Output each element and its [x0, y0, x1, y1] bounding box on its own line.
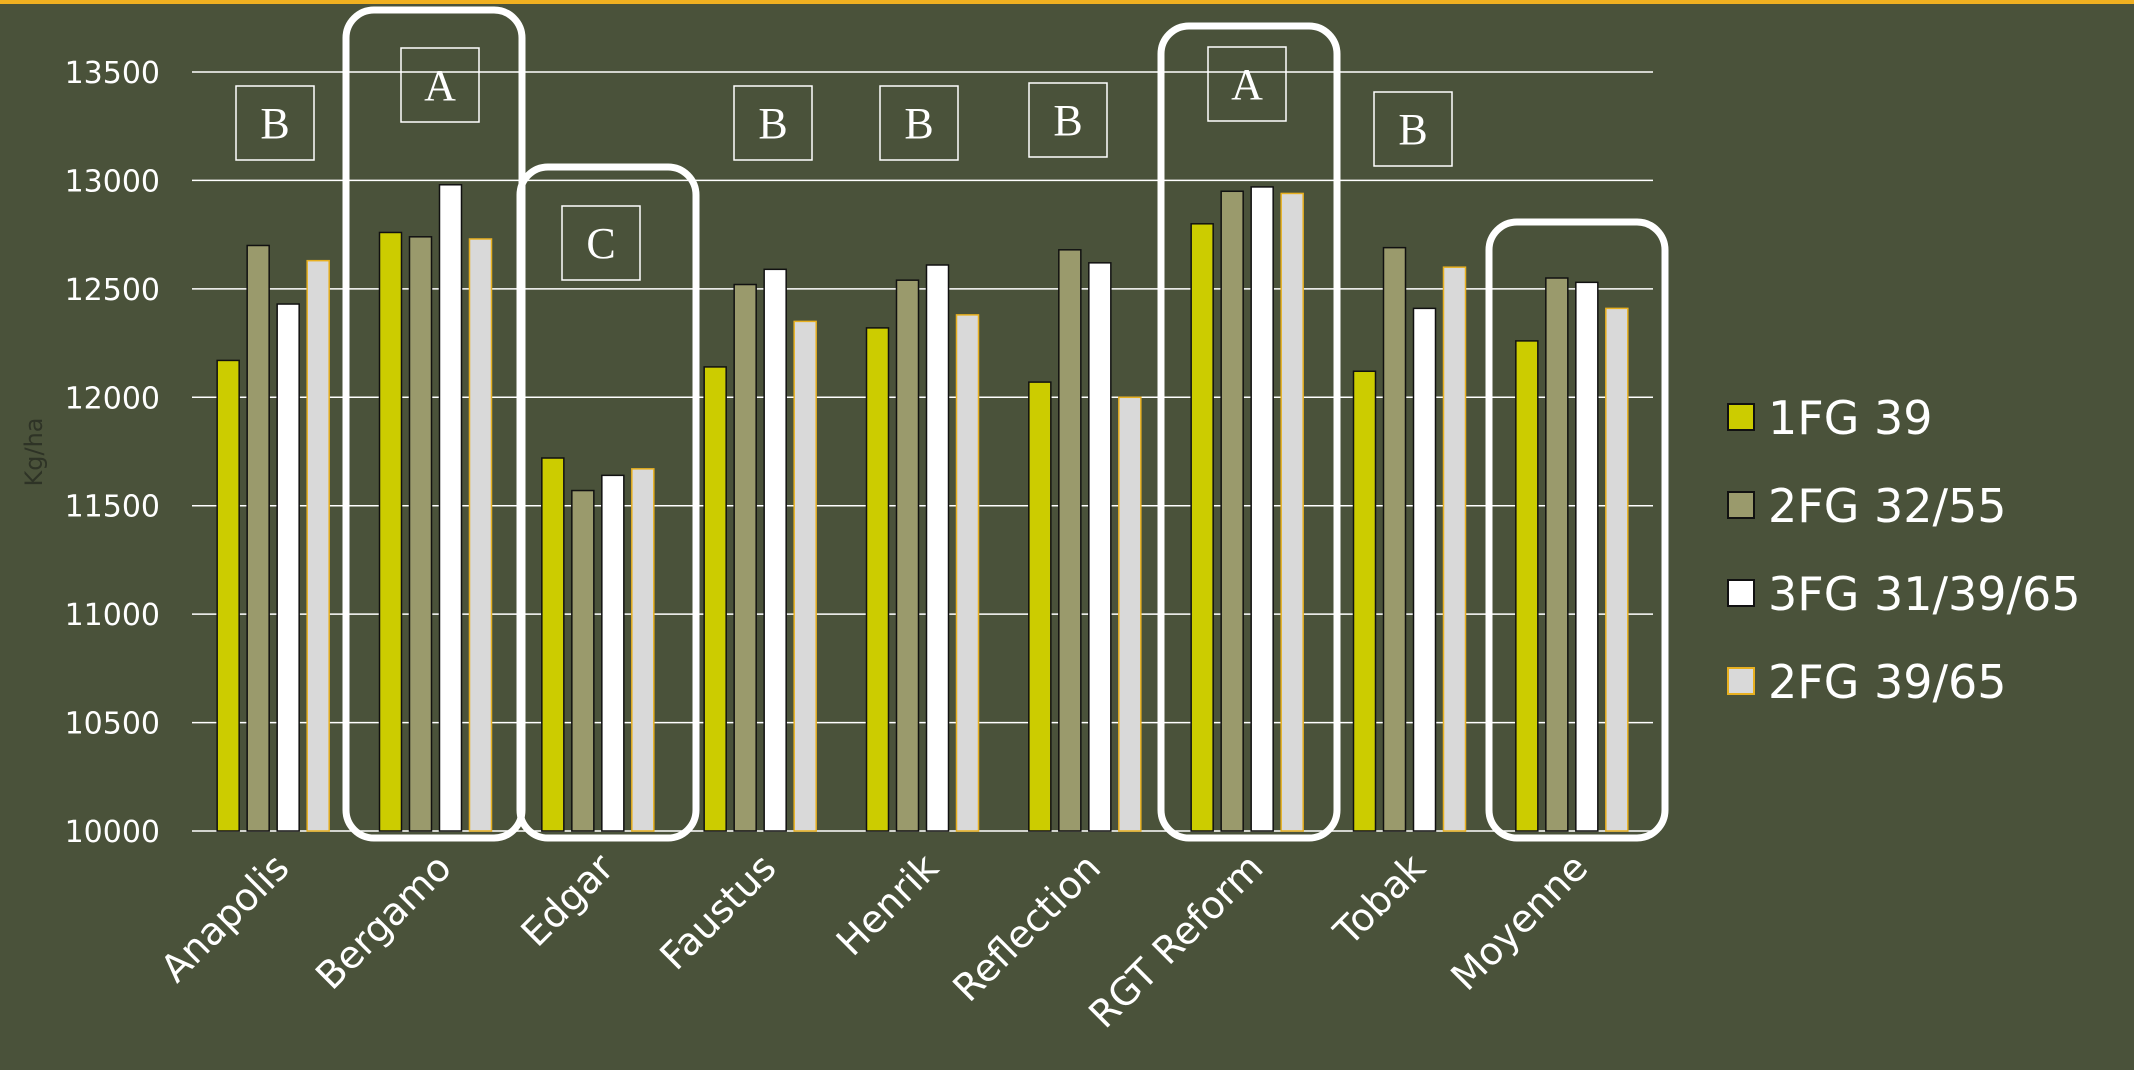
legend-swatch — [1727, 667, 1755, 695]
x-tick-label: Henrik — [828, 845, 947, 964]
significance-letter: A — [1231, 60, 1263, 109]
legend-swatch — [1727, 491, 1755, 519]
bar-1 — [1190, 223, 1214, 832]
y-tick-label: 10500 — [65, 707, 160, 742]
letter-box — [733, 85, 813, 161]
highlight-box — [1157, 22, 1341, 842]
bar-3 — [1250, 186, 1274, 832]
letter-box — [400, 47, 480, 123]
bar-1 — [1352, 370, 1377, 832]
legend-label: 1FG 39 — [1768, 391, 1933, 445]
letter-box — [235, 85, 315, 161]
bar-3 — [601, 474, 625, 832]
bar-1 — [378, 231, 403, 832]
bar-2 — [1220, 190, 1244, 832]
x-tick-label: Reflection — [944, 845, 1109, 1010]
highlight-box — [516, 163, 700, 842]
significance-letter: B — [1053, 96, 1082, 145]
bar-4 — [793, 320, 817, 832]
significance-letter: B — [758, 99, 787, 148]
bar-3 — [763, 268, 787, 832]
x-tick-label: Bergamo — [307, 845, 460, 998]
letter-box — [1207, 46, 1287, 122]
letter-box — [879, 85, 959, 161]
bar-3 — [1575, 281, 1599, 832]
bar-1 — [216, 359, 240, 832]
y-tick-label: 10000 — [65, 815, 160, 850]
bar-4 — [306, 259, 330, 832]
bar-4 — [468, 238, 493, 832]
highlight-box — [342, 6, 526, 842]
letter-box — [561, 205, 641, 281]
x-tick-label: Moyenne — [1442, 845, 1596, 999]
bar-2 — [895, 279, 920, 832]
y-tick-label: 13000 — [65, 164, 160, 199]
legend-swatch — [1727, 403, 1755, 431]
significance-letter: C — [586, 219, 615, 268]
y-axis-title: Kg/ha — [20, 418, 48, 487]
bar-3 — [925, 264, 950, 832]
significance-letter: B — [260, 99, 289, 148]
y-tick-label: 12000 — [65, 381, 160, 416]
bar-2 — [571, 489, 595, 832]
x-tick-label: Edgar — [512, 845, 622, 955]
x-tick-label: Anapolis — [152, 845, 297, 990]
legend-swatch — [1727, 579, 1755, 607]
bar-3 — [276, 303, 300, 832]
legend-label: 3FG 31/39/65 — [1768, 567, 2081, 621]
y-tick-label: 11000 — [65, 598, 160, 633]
significance-letters: B A C B B B A B — [235, 46, 1453, 281]
bar-2 — [733, 283, 757, 832]
bar-1 — [703, 366, 727, 832]
bar-2 — [1382, 246, 1407, 832]
top-accent-rule — [0, 0, 2134, 4]
x-tick-label: RGT Reform — [1080, 845, 1271, 1036]
legend-label: 2FG 39/65 — [1768, 655, 2007, 709]
x-axis-category-labels: Anapolis Bergamo Edgar Faustus HenrikReflect… — [152, 845, 1596, 1037]
y-tick-label: 12500 — [65, 273, 160, 308]
legend: 1FG 39 2FG 32/55 3FG 31/39/65 2FG 39/65 — [1727, 391, 2081, 709]
bar-3 — [438, 184, 463, 832]
bar-2 — [1545, 277, 1569, 832]
x-tick-label: Faustus — [651, 845, 784, 978]
highlight-box — [1485, 218, 1669, 842]
bar-1 — [1515, 340, 1539, 832]
bar-4 — [631, 468, 655, 832]
bar-1 — [865, 327, 890, 832]
bar-4 — [1118, 396, 1142, 832]
bar-3 — [1088, 262, 1112, 832]
significance-letter: B — [904, 99, 933, 148]
x-tick-label: Tobak — [1325, 845, 1434, 954]
y-tick-label: 13500 — [65, 56, 160, 91]
bar-2 — [246, 244, 270, 832]
legend-label: 2FG 32/55 — [1768, 479, 2007, 533]
highlight-boxes — [342, 6, 1669, 842]
bar-2 — [1058, 249, 1082, 832]
significance-letter: B — [1398, 105, 1427, 154]
bar-1 — [1028, 381, 1052, 832]
bar-4 — [955, 314, 980, 832]
y-tick-label: 11500 — [65, 490, 160, 525]
gridlines — [192, 71, 1653, 832]
bar-4 — [1280, 192, 1304, 832]
bar-1 — [541, 457, 565, 832]
bar-4 — [1605, 307, 1629, 832]
bar-4 — [1442, 266, 1467, 832]
letter-box — [1028, 82, 1108, 158]
bars — [216, 184, 1629, 832]
letter-box — [1373, 91, 1453, 167]
bar-2 — [408, 236, 433, 832]
bar-3 — [1412, 307, 1437, 832]
y-axis-tick-labels: 10000 10500 11000 11500 12000 12500 13000 13500 — [65, 56, 160, 850]
significance-letter: A — [424, 61, 456, 110]
